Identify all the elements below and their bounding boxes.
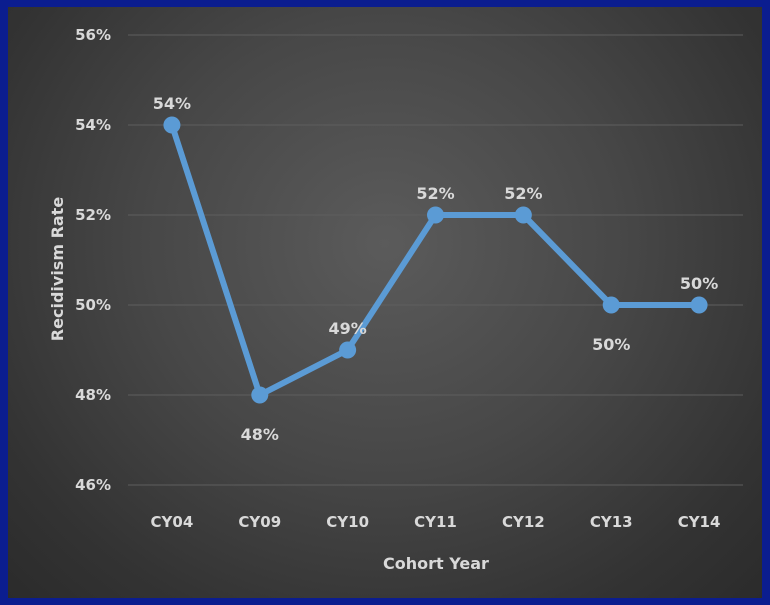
data-point-marker (339, 341, 357, 359)
data-label: 48% (241, 425, 279, 444)
y-tick-label: 56% (75, 26, 111, 44)
data-point-marker (251, 386, 269, 404)
data-point-marker (427, 206, 444, 224)
data-label: 49% (328, 319, 366, 338)
y-axis-title: Recidivism Rate (48, 197, 67, 342)
x-axis-title: Cohort Year (383, 554, 489, 573)
data-label: 50% (680, 274, 718, 293)
series-line (163, 116, 708, 404)
x-axis-ticks: CY04 CY09 CY10 CY11 CY12 CY13 CY14 (151, 513, 721, 531)
y-axis-ticks: 46% 48% 50% 52% 54% 56% (75, 26, 111, 494)
chart-frame: 46% 48% 50% 52% 54% 56% CY04 CY09 CY10 CY11 CY12 C… (8, 7, 762, 598)
data-point-marker (514, 206, 532, 224)
line-chart: 46%48%50%52%54%56% CY04 CY09 CY10 CY11 CY12 C… (48, 26, 743, 573)
gridlines (128, 34, 743, 486)
data-labels: 54% 48% 49% 52% 52% 50% 50% (153, 94, 718, 444)
y-tick-label: 54% (75, 116, 111, 134)
x-tick-label: CY14 (678, 513, 721, 531)
x-tick-label: CY09 (238, 513, 281, 531)
y-tick-label: 52% (75, 206, 111, 224)
x-tick-label: CY04 (151, 513, 194, 531)
x-tick-label: CY10 (326, 513, 369, 531)
y-tick-label: 50% (75, 296, 111, 314)
data-point-marker (602, 296, 620, 314)
series-line-path (168, 122, 703, 398)
data-label: 54% (153, 94, 191, 113)
x-tick-label: CY11 (414, 513, 457, 531)
data-label: 52% (416, 184, 454, 203)
data-point-marker (690, 296, 708, 314)
data-label: 52% (504, 184, 542, 203)
x-tick-label: CY13 (590, 513, 633, 531)
y-tick-label: 48% (75, 386, 111, 404)
x-tick-label: CY12 (502, 513, 545, 531)
y-tick-label: 46% (75, 476, 111, 494)
data-point-marker (163, 116, 181, 134)
data-label: 50% (592, 335, 630, 354)
